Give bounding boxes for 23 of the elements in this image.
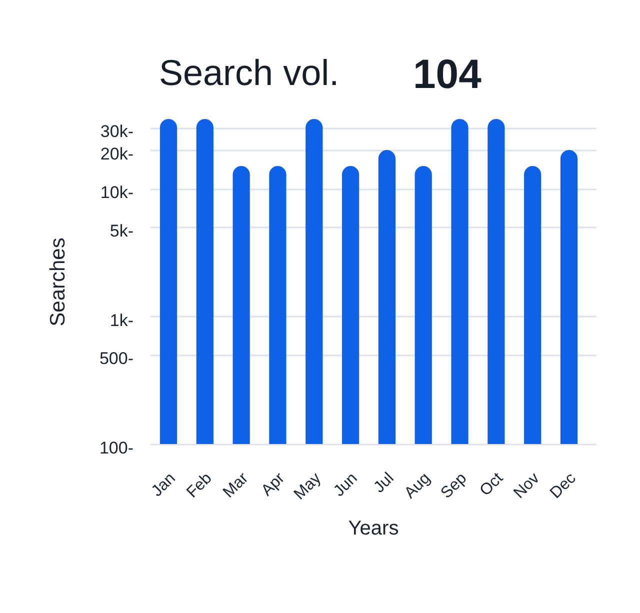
- x-tick-label: Jul: [370, 470, 398, 496]
- x-tick-label: Jun: [330, 470, 361, 500]
- x-tick-label: Oct: [476, 469, 507, 500]
- x-tick-label: Apr: [258, 469, 289, 500]
- x-tick-label: Dec: [547, 470, 580, 502]
- x-axis-title: Years: [348, 518, 399, 540]
- y-tick-label: 30k-: [100, 122, 134, 142]
- text: 104: [413, 51, 482, 97]
- y-tick-label: 20k-: [100, 144, 134, 164]
- y-tick-label: 100-: [99, 438, 134, 458]
- y-tick-label: 500-: [99, 349, 134, 368]
- x-tick-label: Nov: [510, 470, 543, 502]
- y-tick-label: 1k-: [110, 310, 134, 330]
- y-tick-label: 5k-: [110, 221, 134, 240]
- x-tick-label: Feb: [184, 470, 216, 502]
- y-tick-label: 10k-: [100, 183, 134, 202]
- y-axis-title: Searches: [46, 238, 70, 326]
- x-tick-label: Aug: [402, 470, 434, 502]
- x-tick-label: Jan: [148, 470, 179, 500]
- x-tick-label: May: [291, 470, 324, 504]
- chart-title: Search vol.: [159, 52, 340, 93]
- x-tick-label: Mar: [220, 469, 252, 502]
- x-tick-label: Sep: [438, 470, 470, 502]
